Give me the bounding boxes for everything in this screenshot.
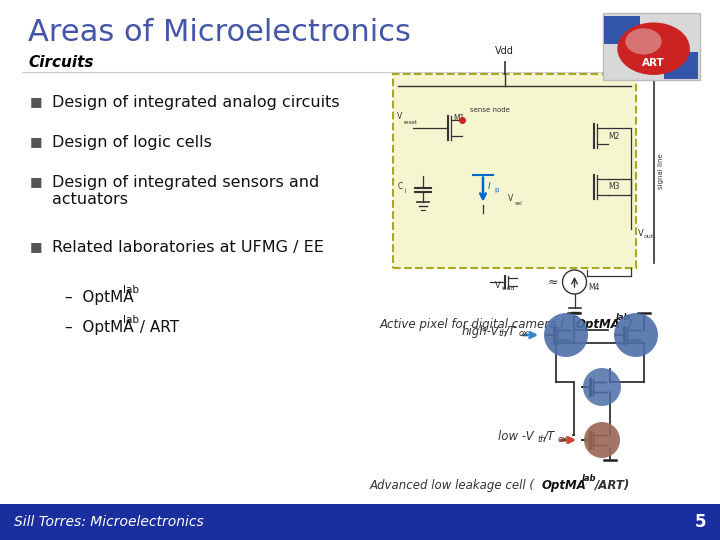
Text: C: C [398,183,403,191]
Text: sense node: sense node [470,107,510,113]
Bar [0,504,720,540]
Text: load: load [502,287,515,292]
Text: /ART): /ART) [594,479,629,492]
Text: Sill Torres: Microelectronics: Sill Torres: Microelectronics [14,515,204,529]
Circle shape [617,23,690,75]
Text: ): ) [628,318,633,331]
Text: V: V [397,112,402,121]
Text: ox: ox [519,329,529,339]
Text: V: V [638,228,644,238]
Text: signal line: signal line [658,153,664,189]
Text: low -V: low -V [498,429,534,442]
Text: lab: lab [582,474,596,483]
Text: Design of logic cells: Design of logic cells [52,135,212,150]
Text: j: j [404,188,405,193]
Text: /T: /T [505,325,516,338]
Text: –  OptMA: – OptMA [65,320,134,335]
Text: M2: M2 [608,132,619,140]
Text: Design of integrated sensors and
actuators: Design of integrated sensors and actuato… [52,175,319,207]
Text: reset: reset [404,120,418,125]
Text: ox: ox [558,435,568,443]
Text: p: p [494,186,498,193]
Text: / ART: / ART [135,320,179,335]
Text: Related laboratories at UFMG / EE: Related laboratories at UFMG / EE [52,240,324,255]
Circle shape [614,313,658,357]
Text: ■: ■ [30,95,42,108]
Text: V: V [508,194,513,202]
Text: lab: lab [616,313,631,322]
Text: lab: lab [123,285,139,295]
Text: Design of integrated analog circuits: Design of integrated analog circuits [52,95,340,110]
Text: ■: ■ [30,175,42,188]
Text: –  OptMA: – OptMA [65,290,134,305]
Text: Circuits: Circuits [28,55,94,70]
Text: Vdd: Vdd [495,46,514,56]
Text: out: out [644,234,654,239]
Text: th: th [498,329,506,339]
Text: Advanced low leakage cell (: Advanced low leakage cell ( [370,479,535,492]
Bar [664,52,698,79]
Text: ■: ■ [30,240,42,253]
Text: high-V: high-V [462,325,500,338]
Text: Active pixel for digital camera (: Active pixel for digital camera ( [380,318,566,331]
Text: M4: M4 [588,283,600,292]
Circle shape [584,422,620,458]
Circle shape [583,368,621,406]
Text: sel: sel [515,201,523,206]
Text: M3: M3 [608,182,619,191]
Bar [393,74,636,268]
Text: ■: ■ [30,135,42,148]
Text: I: I [488,182,490,191]
Text: ART: ART [642,58,665,68]
Text: lab: lab [123,315,139,325]
Text: M1: M1 [453,114,464,123]
Text: th: th [537,435,546,443]
Text: OptMA: OptMA [542,479,587,492]
Bar [604,16,639,44]
Text: Areas of Microelectronics: Areas of Microelectronics [28,18,411,47]
Text: OptMA: OptMA [576,318,621,331]
FancyBboxPatch shape [603,13,700,80]
Text: V: V [495,281,500,291]
Text: ≈: ≈ [547,275,558,288]
Text: 5: 5 [695,513,706,531]
Text: /T: /T [544,429,555,442]
Circle shape [544,313,588,357]
Circle shape [626,28,662,55]
